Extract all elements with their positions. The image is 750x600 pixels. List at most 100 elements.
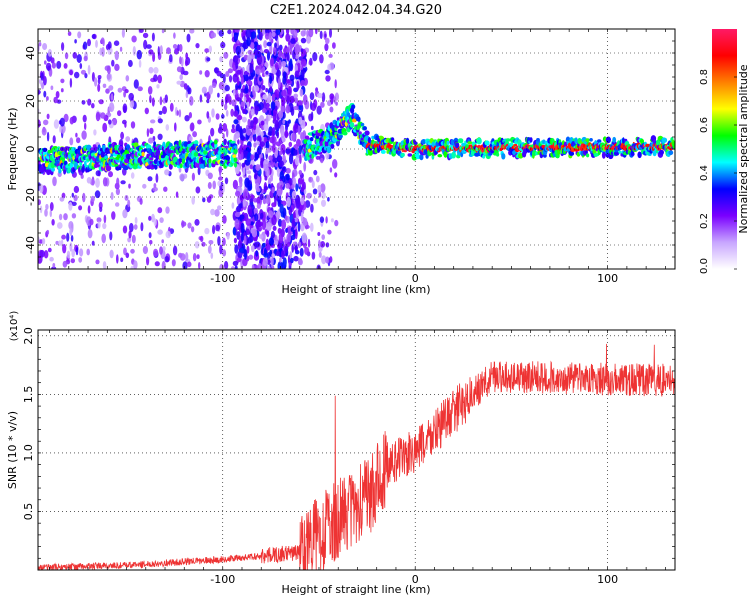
spectral-blob: [67, 167, 71, 174]
spectral-blob: [152, 52, 156, 62]
spectral-blob: [233, 119, 239, 125]
spectral-blob: [294, 156, 299, 166]
spectral-blob: [324, 69, 330, 75]
y-tick-label: -40: [24, 236, 37, 254]
spectral-blob: [224, 95, 228, 105]
spectral-blob: [102, 177, 108, 187]
spectral-blob: [59, 125, 62, 133]
spectral-blob: [194, 241, 200, 249]
spectral-blob: [360, 122, 365, 127]
spectral-blob: [157, 46, 160, 56]
spectral-blob: [285, 173, 290, 181]
spectral-blob: [270, 256, 274, 267]
spectral-blob: [162, 246, 166, 252]
spectral-blob: [293, 93, 299, 99]
spectral-blob: [202, 197, 206, 203]
spectral-blob: [60, 124, 66, 134]
spectral-blob: [668, 150, 674, 156]
spectral-blob: [95, 170, 101, 177]
spectral-blob: [156, 84, 160, 89]
spectral-blob: [193, 140, 199, 146]
spectral-blob: [278, 180, 284, 188]
spectral-blob: [87, 38, 91, 47]
spectral-blob: [279, 44, 283, 51]
spectral-blob: [326, 146, 332, 154]
spectral-blob: [334, 219, 339, 227]
colorbar-tick-label: 0.6: [699, 117, 710, 133]
spectral-blob: [239, 194, 243, 200]
spectral-blob: [227, 68, 233, 74]
spectral-blob: [159, 217, 164, 224]
spectral-blob: [230, 140, 236, 144]
spectral-blob: [38, 160, 41, 165]
spectral-blob: [265, 147, 269, 155]
spectral-blob: [277, 261, 283, 269]
spectral-blob: [254, 100, 259, 109]
spectral-blob: [208, 240, 214, 245]
spectral-blob: [190, 226, 195, 233]
spectral-blob: [278, 59, 282, 70]
spectral-blob: [215, 113, 220, 120]
spectral-blob: [321, 199, 326, 207]
spectral-blob: [476, 137, 482, 145]
spectral-blob: [254, 241, 261, 248]
spectral-blob: [233, 147, 238, 155]
spectral-blob: [240, 151, 244, 160]
spectral-blob: [142, 183, 147, 189]
spectral-blob: [255, 164, 261, 171]
spectral-blob: [184, 60, 189, 67]
spectral-blob: [266, 50, 271, 61]
spectral-blob: [87, 229, 93, 239]
spectral-blob: [222, 215, 227, 224]
spectral-blob: [304, 135, 310, 140]
spectral-blob: [200, 235, 204, 242]
spectral-blob: [255, 140, 260, 146]
spectral-blob: [217, 180, 222, 187]
spectral-blob: [75, 246, 79, 256]
spectral-blob: [351, 118, 357, 123]
spectral-blob: [294, 217, 298, 223]
spectral-blob: [230, 108, 234, 117]
spectral-blob: [247, 80, 253, 87]
spectral-blob: [41, 238, 46, 245]
spectral-blob: [213, 139, 218, 145]
spectral-blob: [78, 205, 83, 211]
spectral-blob: [133, 79, 139, 89]
spectral-blob: [232, 73, 238, 83]
spectral-blob: [267, 265, 271, 269]
spectral-blob: [467, 141, 473, 145]
spectral-blob: [235, 60, 239, 70]
spectral-blob: [320, 241, 326, 248]
spectral-blob: [77, 31, 82, 39]
spectral-blob: [259, 193, 264, 201]
spectral-blob: [223, 51, 229, 59]
spectral-blob: [44, 60, 47, 65]
spectral-blob: [652, 150, 657, 157]
spectral-blob: [297, 258, 303, 266]
spectral-blob: [81, 166, 85, 173]
spectral-blob: [95, 39, 98, 48]
spectral-blob: [63, 63, 68, 69]
spectral-blob: [268, 237, 274, 246]
spectral-blob: [247, 49, 253, 55]
spectral-blob: [153, 248, 159, 257]
spectral-blob: [232, 227, 237, 236]
spectral-blob: [90, 195, 95, 203]
y-tick-label: 0.5: [22, 503, 35, 520]
snr-frame: [37, 329, 676, 571]
spectral-blob: [328, 53, 333, 58]
spectral-blob: [268, 183, 271, 189]
spectral-blob: [224, 177, 229, 185]
spectral-blob: [93, 146, 99, 152]
spectral-blob: [285, 215, 288, 221]
spectral-blob: [127, 59, 133, 68]
spectral-blob: [303, 161, 307, 172]
spectral-blob: [258, 102, 264, 110]
spectral-blob: [260, 120, 265, 126]
spectral-blob: [451, 151, 457, 159]
colorbar-ticks: 0.0 0.2 0.4 0.6 0.8: [699, 69, 737, 274]
spectral-blob: [240, 101, 246, 107]
spectral-blob: [151, 213, 155, 223]
spectral-blob: [443, 151, 448, 158]
spectral-blob: [321, 255, 327, 265]
